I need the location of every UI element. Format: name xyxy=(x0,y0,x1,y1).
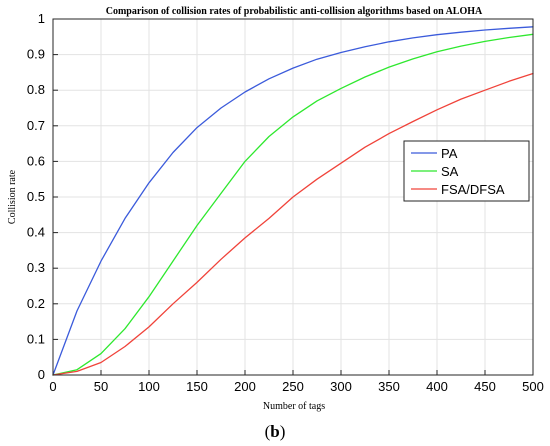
x-tick-label: 100 xyxy=(138,379,160,394)
axis-ticks: 0 50 100 150 200 250 300 350 400 450 500 0 0.1 0.2 0.3… xyxy=(27,11,544,394)
y-tick-label: 0.6 xyxy=(27,153,45,168)
x-tick-label: 250 xyxy=(282,379,304,394)
series-line-sa xyxy=(52,33,534,376)
legend-label: FSA/DFSA xyxy=(441,182,505,197)
x-tick-label: 0 xyxy=(49,379,56,394)
legend-label: PA xyxy=(441,146,458,161)
y-tick-label: 0.2 xyxy=(27,296,45,311)
y-tick-label: 0.7 xyxy=(27,118,45,133)
x-tick-label: 200 xyxy=(234,379,256,394)
y-tick-label: 0.8 xyxy=(27,82,45,97)
caption-open-paren: ( xyxy=(265,422,271,441)
x-tick-label: 450 xyxy=(474,379,496,394)
caption-close-paren: ) xyxy=(280,422,286,441)
y-axis-label: Collision rate xyxy=(7,169,18,224)
y-tick-label: 1 xyxy=(38,11,45,26)
y-tick-label: 0.1 xyxy=(27,331,45,346)
y-tick-label: 0.3 xyxy=(27,260,45,275)
y-tick-label: 0.5 xyxy=(27,189,45,204)
y-tick-label: 0.4 xyxy=(27,225,45,240)
series-lines xyxy=(52,26,534,376)
series-line-fsa-dfsa xyxy=(52,72,534,376)
x-tick-label: 350 xyxy=(378,379,400,394)
x-axis-label: Number of tags xyxy=(263,401,325,412)
chart-title: Comparison of collision rates of probabi… xyxy=(106,6,483,17)
y-tick-label: 0 xyxy=(38,367,45,382)
x-tick-label: 300 xyxy=(330,379,352,394)
x-tick-label: 400 xyxy=(426,379,448,394)
caption-letter: b xyxy=(270,422,279,441)
legend: PA SA FSA/DFSA xyxy=(403,140,530,202)
y-tick-label: 0.9 xyxy=(27,47,45,62)
series-line-pa xyxy=(52,26,534,376)
figure-caption: (b) xyxy=(265,422,286,441)
legend-label: SA xyxy=(441,164,459,179)
x-tick-label: 50 xyxy=(94,379,108,394)
x-tick-label: 150 xyxy=(186,379,208,394)
x-tick-label: 500 xyxy=(522,379,544,394)
